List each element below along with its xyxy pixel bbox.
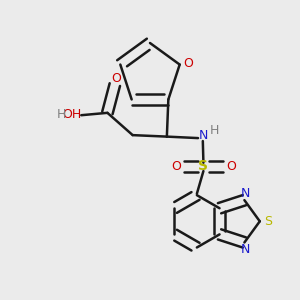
- Text: H: H: [56, 108, 66, 121]
- Text: S: S: [198, 159, 208, 173]
- Text: OH: OH: [62, 108, 81, 121]
- Text: H: H: [210, 124, 219, 137]
- Text: O: O: [226, 160, 236, 173]
- Text: N: N: [240, 187, 250, 200]
- Text: N: N: [240, 242, 250, 256]
- Text: N: N: [199, 129, 208, 142]
- Text: S: S: [264, 215, 272, 228]
- Text: O: O: [111, 72, 121, 85]
- Text: O: O: [171, 160, 181, 173]
- Text: O: O: [183, 57, 193, 70]
